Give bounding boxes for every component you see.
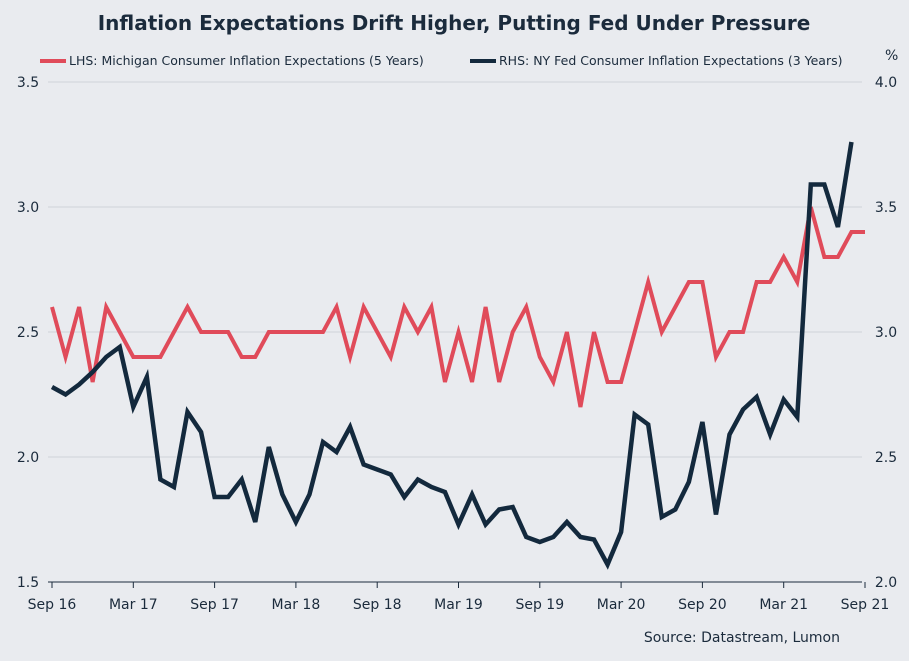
left-tick-label: 3.0 xyxy=(17,200,39,216)
x-tick-label: Mar 21 xyxy=(759,597,808,613)
right-tick-label: 4.0 xyxy=(875,75,897,91)
x-tick-label: Mar 20 xyxy=(597,597,646,613)
x-tick-label: Sep 17 xyxy=(190,597,239,613)
left-tick-label: 2.5 xyxy=(17,325,39,341)
legend: LHS: Michigan Consumer Inflation Expecta… xyxy=(40,53,842,68)
source-note: Source: Datastream, Lumon xyxy=(644,630,840,646)
x-tick-label: Mar 19 xyxy=(434,597,483,613)
x-tick-label: Sep 21 xyxy=(841,597,890,613)
right-tick-label: 3.5 xyxy=(875,200,897,216)
right-tick-label: 2.0 xyxy=(875,575,897,591)
legend-label-nyfed: RHS: NY Fed Consumer Inflation Expectati… xyxy=(499,53,842,68)
series-michigan-line xyxy=(50,206,865,408)
right-tick-label: 2.5 xyxy=(875,450,897,466)
x-tick-label: Sep 20 xyxy=(678,597,727,613)
legend-label-michigan: LHS: Michigan Consumer Inflation Expecta… xyxy=(69,53,424,68)
grid xyxy=(48,81,862,458)
x-tick-label: Sep 18 xyxy=(353,597,402,613)
left-axis: 1.5 2.0 2.5 3.0 3.5 xyxy=(17,75,39,591)
x-axis: Sep 16 Mar 17 Sep 17 Mar 18 Sep 18 Mar 19 Sep … xyxy=(28,581,890,613)
right-tick-label: 3.0 xyxy=(875,325,897,341)
left-tick-label: 1.5 xyxy=(17,575,39,591)
chart-title: Inflation Expectations Drift Higher, Put… xyxy=(98,11,811,35)
series-nyfed-line xyxy=(50,141,854,570)
left-tick-label: 2.0 xyxy=(17,450,39,466)
right-axis-unit: % xyxy=(885,48,898,64)
right-axis: 2.0 2.5 3.0 3.5 4.0 xyxy=(875,75,897,591)
x-tick-label: Sep 19 xyxy=(515,597,564,613)
series xyxy=(50,141,865,570)
left-tick-label: 3.5 xyxy=(17,75,39,91)
x-tick-label: Mar 18 xyxy=(272,597,321,613)
x-tick-label: Mar 17 xyxy=(109,597,158,613)
x-tick-label: Sep 16 xyxy=(28,597,77,613)
